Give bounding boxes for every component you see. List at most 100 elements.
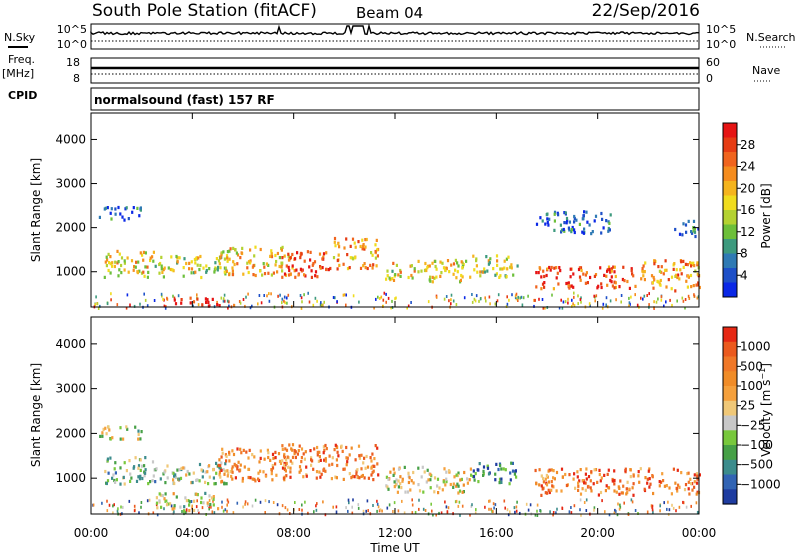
noise-cell [580, 513, 582, 517]
echo-cell [611, 284, 614, 288]
echo-cell [322, 252, 326, 256]
echo-cell [303, 259, 306, 263]
echo-cell [546, 212, 549, 216]
echo-cell [205, 300, 208, 304]
echo-cell [535, 285, 538, 289]
echo-cell [374, 249, 377, 254]
noise-cell [506, 295, 508, 299]
x-tick-label: 16:00 [479, 526, 514, 540]
y-tick-label: 2000 [55, 221, 86, 235]
noise-cell [544, 306, 546, 310]
echo-cell [407, 471, 410, 475]
echo-cell [594, 468, 598, 472]
noise-cell [321, 303, 323, 307]
echo-cell [502, 467, 505, 471]
echo-cell [212, 476, 215, 480]
noise-cell [97, 307, 100, 310]
echo-cell [110, 217, 113, 221]
echo-cell [173, 298, 176, 302]
echo-cell [251, 477, 254, 481]
echo-cell [338, 263, 341, 267]
echo-cell [335, 458, 338, 462]
echo-cell [394, 483, 397, 487]
echo-cell [410, 479, 413, 483]
echo-cell [624, 467, 627, 471]
echo-cell [433, 490, 436, 494]
colorbar-tick-label: −25 [740, 418, 765, 432]
echo-cell [205, 264, 208, 268]
noise-cell [556, 507, 558, 511]
echo-cell [472, 475, 476, 479]
noise-cell [228, 304, 230, 308]
echo-cell [197, 256, 200, 260]
echo-cell [456, 482, 459, 486]
echo-cell [334, 443, 337, 447]
echo-cell [544, 222, 547, 226]
echo-cell [114, 461, 117, 465]
colorbar-swatch [723, 459, 737, 476]
echo-cell [613, 265, 616, 269]
echo-cell [247, 260, 251, 264]
echo-cell [322, 451, 325, 455]
echo-cell [143, 274, 146, 278]
echo-cell [193, 499, 196, 503]
noise-cell [395, 296, 397, 300]
echo-cell [231, 465, 234, 469]
noise-cell [285, 296, 288, 300]
echo-cell [119, 482, 122, 486]
echo-cell [559, 269, 562, 273]
echo-cell [220, 461, 223, 465]
noise-cell [379, 508, 382, 512]
colorbar-tick-label: 1000 [740, 340, 771, 354]
echo-cell [475, 264, 478, 268]
echo-cell [193, 271, 196, 275]
noise-cell [264, 499, 267, 503]
echo-cell [155, 496, 158, 500]
echo-cell [600, 285, 603, 290]
colorbar-tick-label: 28 [740, 138, 755, 152]
echo-cell [236, 447, 239, 451]
echo-cell [607, 265, 611, 269]
echo-cell [652, 275, 655, 280]
noise-cell [507, 513, 510, 517]
noise-cell [393, 501, 396, 505]
noise-cell [536, 503, 539, 507]
echo-cell [218, 466, 221, 470]
echo-cell [630, 267, 633, 271]
echo-cell [287, 252, 290, 256]
echo-cell [409, 488, 412, 492]
echo-cell [229, 247, 232, 251]
noise-cell [263, 294, 265, 297]
echo-cell [565, 281, 568, 286]
echo-cell [571, 225, 574, 230]
noise-cell [601, 306, 604, 310]
echo-cell [550, 265, 553, 270]
echo-cell [676, 468, 679, 472]
echo-cell [675, 273, 678, 277]
echo-cell [354, 256, 357, 260]
nave-tick-bottom: 0 [706, 72, 713, 85]
noise-cell [173, 510, 175, 514]
noise-cell [246, 502, 249, 506]
echo-cell [359, 266, 363, 270]
echo-cell [397, 467, 401, 471]
echo-cell [200, 500, 203, 505]
echo-cell [114, 212, 117, 216]
echo-cell [234, 476, 237, 480]
echo-cell [194, 261, 197, 265]
echo-cell [285, 458, 288, 462]
echo-cell [482, 473, 485, 477]
noise-cell [636, 303, 639, 307]
echo-cell [448, 270, 451, 274]
echo-cell [542, 480, 545, 484]
echo-cell [318, 455, 321, 459]
echo-cell [106, 206, 109, 210]
noise-cell [181, 510, 183, 513]
nsky-tick-bottom: 10^0 [57, 38, 87, 51]
echo-cell [594, 214, 598, 218]
noise-cell [448, 299, 450, 303]
noise-cell [450, 298, 452, 302]
noise-cell [160, 292, 163, 296]
echo-cell [444, 483, 447, 487]
echo-cell [391, 269, 394, 273]
